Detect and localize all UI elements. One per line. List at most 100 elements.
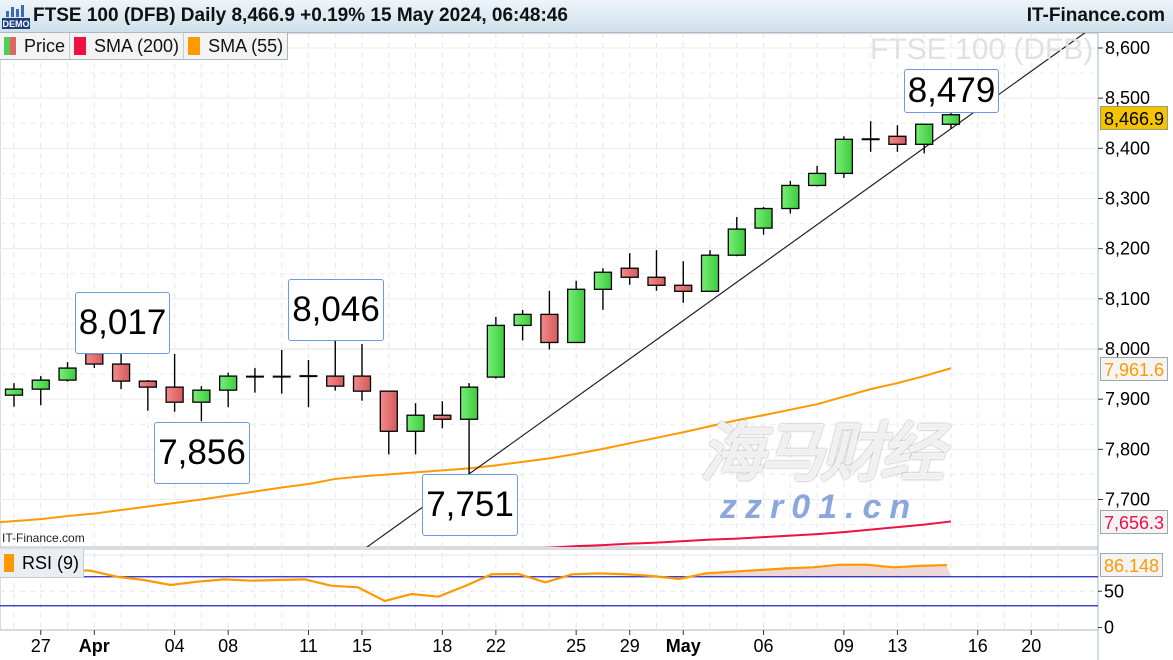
legend: Price SMA (200) SMA (55) bbox=[0, 33, 289, 60]
overlay-watermark-url: zzr01.cn bbox=[720, 488, 919, 526]
candle bbox=[245, 368, 264, 393]
y-tick-label: 8,200 bbox=[1105, 239, 1150, 259]
y-tick-label: 8,400 bbox=[1105, 138, 1150, 158]
price-series bbox=[0, 33, 1086, 547]
x-tick-label: 29 bbox=[620, 636, 640, 656]
y-tick-label: 7,900 bbox=[1105, 389, 1150, 409]
candle bbox=[834, 136, 854, 178]
candle bbox=[406, 403, 425, 455]
last-price-tag: 8,466.9 bbox=[1100, 106, 1169, 130]
candle bbox=[620, 253, 639, 285]
candle-body bbox=[352, 375, 372, 392]
sma200-line bbox=[540, 520, 952, 547]
y-tick-label: 8,000 bbox=[1105, 339, 1150, 359]
candle bbox=[567, 280, 586, 344]
candle bbox=[513, 309, 532, 341]
candle bbox=[379, 390, 398, 455]
rsi-series bbox=[0, 554, 1098, 607]
candle-body bbox=[138, 380, 158, 388]
site-name[interactable]: IT-Finance.com bbox=[1026, 5, 1165, 26]
y-tick-label: 7,800 bbox=[1105, 439, 1150, 459]
candle-body bbox=[540, 313, 559, 344]
overlay-watermark-cn: 海马财经 bbox=[700, 417, 944, 489]
candle-body bbox=[459, 386, 479, 420]
x-tick-label: 18 bbox=[432, 636, 452, 656]
candle-body bbox=[379, 390, 398, 432]
candle-body bbox=[58, 367, 77, 381]
candle bbox=[138, 380, 158, 411]
candle-body bbox=[915, 123, 934, 145]
candle bbox=[807, 165, 827, 187]
x-tick-label: 06 bbox=[754, 636, 774, 656]
callout-high-8479: 8,479 bbox=[904, 69, 999, 113]
x-tick-label: 22 bbox=[486, 636, 506, 656]
candle-body bbox=[941, 114, 961, 125]
rsi-tick-label: 50 bbox=[1104, 581, 1124, 601]
y-tick-label: 7,700 bbox=[1105, 490, 1150, 510]
candle-body bbox=[433, 414, 452, 420]
rsi-tick-label: 0 bbox=[1104, 618, 1114, 638]
x-tick-label: 27 bbox=[31, 636, 51, 656]
candle-body bbox=[31, 379, 50, 390]
y-tick-label: 8,600 bbox=[1105, 38, 1150, 58]
demo-chart-icon: DEMO bbox=[2, 5, 30, 29]
demo-badge-text: DEMO bbox=[3, 19, 30, 29]
candle bbox=[459, 383, 479, 474]
sma55-value-tag: 7,961.6 bbox=[1100, 357, 1169, 381]
candle bbox=[272, 350, 291, 394]
candle bbox=[486, 316, 506, 379]
candle bbox=[593, 268, 613, 310]
callout-low-7856: 7,856 bbox=[154, 422, 250, 484]
y-tick-label: 8,300 bbox=[1105, 188, 1150, 208]
candle-body bbox=[620, 267, 639, 278]
legend-item-sma200[interactable]: SMA (200) bbox=[70, 33, 185, 59]
candle bbox=[299, 360, 318, 408]
candle-body bbox=[406, 414, 425, 432]
candle bbox=[4, 383, 24, 407]
legend-item-sma55[interactable]: SMA (55) bbox=[184, 33, 287, 59]
candle-body bbox=[781, 184, 800, 210]
candle bbox=[58, 362, 77, 382]
rsi-legend[interactable]: RSI (9) bbox=[0, 549, 85, 578]
rsi-line bbox=[0, 563, 947, 603]
candle bbox=[674, 261, 693, 303]
candle bbox=[888, 125, 907, 152]
sma55-swatch-icon bbox=[188, 37, 201, 55]
x-tick-label: 25 bbox=[566, 636, 586, 656]
legend-item-price[interactable]: Price bbox=[0, 33, 71, 59]
rsi-label: RSI (9) bbox=[22, 552, 80, 573]
legend-label: SMA (200) bbox=[94, 35, 180, 56]
x-tick-label: May bbox=[666, 636, 701, 656]
candle-body bbox=[111, 363, 131, 382]
candle bbox=[352, 343, 372, 401]
candle bbox=[861, 121, 880, 152]
candle-body bbox=[647, 276, 666, 286]
candle-body bbox=[4, 388, 24, 396]
x-tick-label: 09 bbox=[834, 636, 854, 656]
candle-body bbox=[754, 207, 773, 229]
x-tick-label: 11 bbox=[299, 636, 318, 656]
candle-body bbox=[165, 386, 184, 403]
candle-body bbox=[674, 284, 693, 292]
callout-high-8017: 8,017 bbox=[75, 292, 170, 354]
y-tick-label: 8,100 bbox=[1105, 289, 1150, 309]
candle-body bbox=[192, 389, 211, 403]
candle bbox=[647, 250, 666, 291]
candle bbox=[540, 290, 559, 350]
candle-body bbox=[834, 138, 854, 175]
x-tick-label: 20 bbox=[1021, 636, 1041, 656]
candle bbox=[192, 386, 211, 422]
y-tick-label: 8,500 bbox=[1105, 88, 1150, 108]
x-tick-label: 04 bbox=[165, 636, 185, 656]
candle bbox=[754, 207, 773, 235]
title-bar: DEMO FTSE 100 (DFB) Daily 8,466.9 +0.19%… bbox=[0, 0, 1173, 33]
candle bbox=[31, 376, 50, 406]
candle-body bbox=[593, 271, 613, 290]
rsi-swatch-icon bbox=[4, 554, 14, 572]
candle bbox=[727, 217, 746, 257]
chart-title: FTSE 100 (DFB) Daily 8,466.9 +0.19% 15 M… bbox=[33, 5, 568, 26]
sma200-swatch-icon bbox=[74, 37, 87, 55]
candle-body bbox=[219, 375, 238, 391]
candle bbox=[781, 180, 800, 214]
x-tick-label: 08 bbox=[218, 636, 238, 656]
